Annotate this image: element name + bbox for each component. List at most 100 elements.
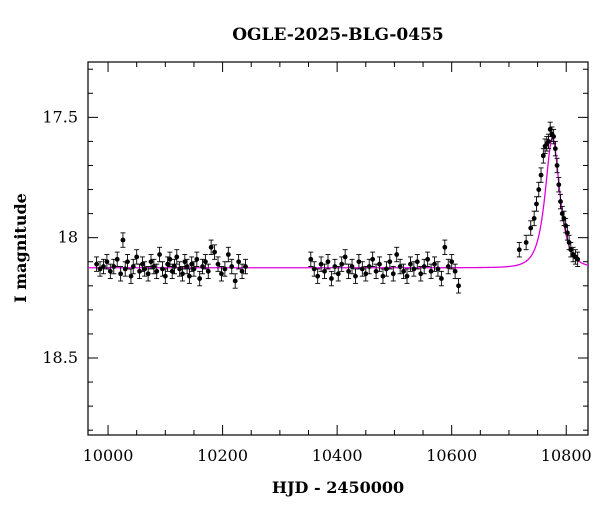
data-point — [554, 157, 560, 174]
data-point — [184, 258, 190, 275]
data-marker — [547, 126, 553, 132]
data-marker — [194, 256, 200, 262]
data-point — [229, 258, 235, 275]
data-marker — [219, 271, 224, 277]
x-tick-label: 10400 — [312, 446, 363, 465]
data-marker — [208, 244, 214, 250]
data-marker — [438, 276, 444, 281]
data-marker — [516, 247, 522, 253]
data-point — [191, 261, 197, 277]
data-marker — [387, 259, 393, 265]
data-marker — [142, 266, 148, 272]
data-point — [94, 256, 100, 272]
data-point — [528, 220, 534, 236]
x-tick-label: 10800 — [541, 446, 592, 465]
data-marker — [200, 264, 205, 269]
data-point — [383, 261, 389, 277]
data-marker — [342, 254, 348, 260]
data-marker — [411, 266, 417, 272]
data-point — [104, 254, 110, 270]
data-marker — [315, 273, 321, 279]
data-marker — [130, 264, 136, 269]
data-point — [182, 254, 188, 270]
data-marker — [366, 264, 372, 269]
data-marker — [137, 268, 142, 274]
data-marker — [114, 256, 120, 262]
data-marker — [169, 268, 175, 274]
data-point — [100, 258, 106, 275]
data-point — [452, 263, 458, 280]
data-point — [564, 225, 570, 241]
data-marker — [118, 271, 124, 277]
data-marker — [174, 254, 180, 260]
data-marker — [401, 268, 406, 274]
data-marker — [363, 271, 369, 277]
data-marker — [356, 259, 362, 265]
data-point — [352, 268, 358, 284]
y-tick-label: 17.5 — [42, 107, 78, 126]
data-marker — [349, 264, 355, 269]
data-marker — [148, 259, 154, 265]
data-marker — [528, 225, 534, 231]
data-marker — [311, 266, 317, 272]
data-marker — [546, 139, 551, 144]
data-point — [243, 258, 249, 275]
data-marker — [456, 283, 461, 289]
data-marker — [414, 259, 420, 265]
data-point — [111, 258, 117, 275]
data-point — [397, 258, 403, 275]
data-marker — [373, 268, 379, 274]
data-point — [558, 193, 564, 210]
data-marker — [167, 256, 173, 262]
data-marker — [160, 266, 165, 272]
data-point — [390, 266, 396, 282]
data-marker — [432, 261, 437, 267]
data-marker — [377, 261, 382, 267]
data-point — [171, 258, 177, 275]
data-marker — [346, 268, 351, 274]
data-point — [456, 278, 462, 294]
data-points — [94, 121, 581, 294]
x-axis-label: HJD - 2450000 — [272, 478, 404, 497]
data-marker — [101, 264, 106, 269]
x-tick-label: 10000 — [83, 446, 134, 465]
data-marker — [370, 256, 376, 262]
data-marker — [339, 261, 345, 267]
data-marker — [222, 266, 228, 272]
data-point — [435, 261, 441, 277]
data-marker — [318, 261, 324, 267]
data-marker — [182, 259, 188, 265]
data-point — [200, 258, 206, 275]
data-marker — [111, 264, 117, 269]
data-point — [370, 251, 376, 267]
data-marker — [452, 268, 458, 274]
data-point — [325, 254, 331, 270]
data-marker — [380, 273, 386, 279]
data-point — [197, 270, 203, 287]
data-point — [438, 270, 444, 287]
data-point — [407, 256, 413, 272]
data-point — [142, 261, 148, 277]
data-point — [215, 256, 221, 272]
data-point — [107, 263, 113, 280]
data-point — [349, 258, 355, 275]
x-tick-label: 10600 — [426, 446, 477, 465]
data-marker — [229, 264, 235, 269]
data-marker — [421, 264, 427, 269]
data-point — [151, 258, 157, 275]
data-point — [414, 254, 420, 270]
data-marker — [435, 266, 441, 272]
data-marker — [329, 276, 334, 281]
data-marker — [243, 264, 248, 269]
data-marker — [383, 266, 389, 272]
data-point — [516, 242, 522, 258]
data-marker — [104, 259, 110, 265]
data-point — [387, 254, 393, 270]
data-marker — [107, 268, 113, 274]
data-marker — [554, 163, 560, 168]
data-marker — [128, 273, 134, 279]
data-marker — [134, 254, 140, 260]
tick-labels: 10000 10200 10400 10600 10800 17.5 18 18.5 — [42, 107, 591, 465]
data-marker — [442, 244, 448, 250]
data-point — [322, 263, 328, 280]
